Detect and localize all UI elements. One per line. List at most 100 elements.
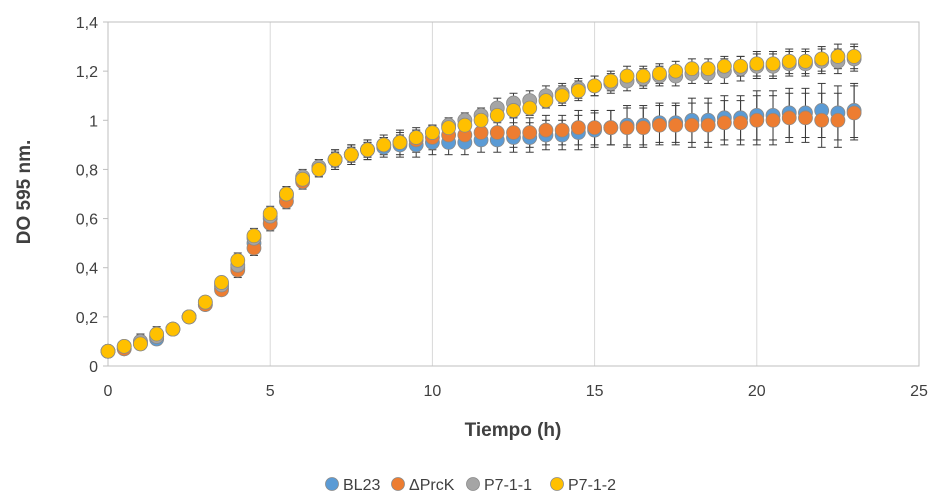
y-axis-title: DO 595 nm. xyxy=(14,140,35,245)
data-point xyxy=(457,117,473,133)
data-point xyxy=(684,117,700,133)
y-tick-label: 1,4 xyxy=(76,15,98,32)
data-point xyxy=(781,110,797,126)
data-point xyxy=(700,117,716,133)
data-point xyxy=(684,61,700,77)
y-tick-label: 0,8 xyxy=(76,162,98,179)
data-point xyxy=(262,206,278,222)
data-point xyxy=(360,142,375,158)
data-point xyxy=(603,120,619,136)
plot-area-border xyxy=(107,21,920,367)
data-point xyxy=(327,152,343,168)
data-point xyxy=(473,112,489,128)
data-point xyxy=(652,117,667,133)
data-point xyxy=(570,83,586,99)
data-point xyxy=(749,56,765,72)
data-point xyxy=(522,100,538,116)
data-point xyxy=(781,53,797,69)
legend-item: P7-1-1 xyxy=(466,477,532,494)
series-points xyxy=(100,51,862,359)
data-point xyxy=(408,130,424,145)
y-tick-label: 0,6 xyxy=(76,212,98,229)
data-point xyxy=(619,68,635,84)
x-tick-label: 15 xyxy=(586,383,604,400)
data-point xyxy=(295,171,311,187)
data-point xyxy=(181,309,197,325)
data-point xyxy=(587,120,602,136)
y-tick-label: 0 xyxy=(89,359,98,376)
x-tick-label: 25 xyxy=(910,383,928,400)
data-point xyxy=(570,120,586,136)
data-point xyxy=(230,252,246,268)
data-point xyxy=(214,275,229,290)
legend-marker xyxy=(325,477,339,491)
data-point xyxy=(668,63,684,79)
data-point xyxy=(506,103,521,118)
legend-item: BL23 xyxy=(325,477,380,494)
legend-item: P7-1-2 xyxy=(550,477,616,494)
data-point xyxy=(116,338,132,354)
data-point xyxy=(700,61,716,77)
data-point xyxy=(814,51,830,67)
legend-marker xyxy=(466,477,480,491)
legend-label: ΔPrcK xyxy=(409,477,455,494)
data-point xyxy=(603,73,619,89)
data-point xyxy=(506,125,521,140)
data-point xyxy=(165,321,181,337)
data-point xyxy=(846,49,862,64)
legend-label: BL23 xyxy=(343,477,380,494)
x-tick-label: 0 xyxy=(104,383,113,400)
data-point xyxy=(279,186,294,202)
data-point xyxy=(133,336,148,352)
y-tick-label: 0,2 xyxy=(76,310,98,327)
series-points xyxy=(100,49,862,359)
x-axis-title: Tiempo (h) xyxy=(465,420,562,441)
legend: BL23 ΔPrcK P7-1-1 P7-1-2 xyxy=(325,477,616,494)
x-tick-label: 10 xyxy=(424,383,442,400)
data-point xyxy=(554,122,570,138)
data-point xyxy=(538,93,554,109)
data-point xyxy=(619,120,635,136)
data-point xyxy=(311,162,327,177)
data-point xyxy=(587,78,602,94)
data-point xyxy=(716,115,732,131)
data-point xyxy=(830,112,846,128)
data-point xyxy=(765,56,781,72)
data-point xyxy=(441,120,457,136)
data-point xyxy=(716,58,732,74)
data-point xyxy=(538,122,554,138)
series-layer xyxy=(100,43,862,359)
data-point xyxy=(376,137,392,153)
data-point xyxy=(246,228,262,244)
data-point xyxy=(100,343,116,359)
y-tick-label: 1 xyxy=(89,113,98,130)
data-point xyxy=(846,105,862,121)
legend-label: P7-1-2 xyxy=(568,477,616,494)
axis-layer: 0 5 10 15 20 25 0 0,2 0,4 0,6 0,8 1 1,2 1,4 xyxy=(76,15,928,400)
legend-marker xyxy=(550,477,564,491)
data-point xyxy=(554,88,570,104)
data-point xyxy=(749,112,765,128)
data-point xyxy=(635,68,651,84)
data-point xyxy=(149,326,165,342)
data-point xyxy=(652,66,667,81)
grid-layer xyxy=(107,21,920,367)
legend-label: P7-1-1 xyxy=(484,477,532,494)
data-point xyxy=(830,49,846,64)
data-point xyxy=(392,134,408,150)
data-point xyxy=(733,58,748,74)
data-point xyxy=(635,120,651,136)
series-errorbars xyxy=(104,46,859,355)
data-point xyxy=(814,112,830,128)
data-point xyxy=(798,53,813,69)
legend-item: ΔPrcK xyxy=(391,477,455,494)
data-point xyxy=(424,125,440,140)
data-point xyxy=(343,147,359,163)
series-points xyxy=(100,103,862,359)
y-tick-label: 0,4 xyxy=(76,261,98,278)
data-point xyxy=(489,107,505,123)
y-tick-label: 1,2 xyxy=(76,64,98,81)
data-point xyxy=(489,125,505,140)
